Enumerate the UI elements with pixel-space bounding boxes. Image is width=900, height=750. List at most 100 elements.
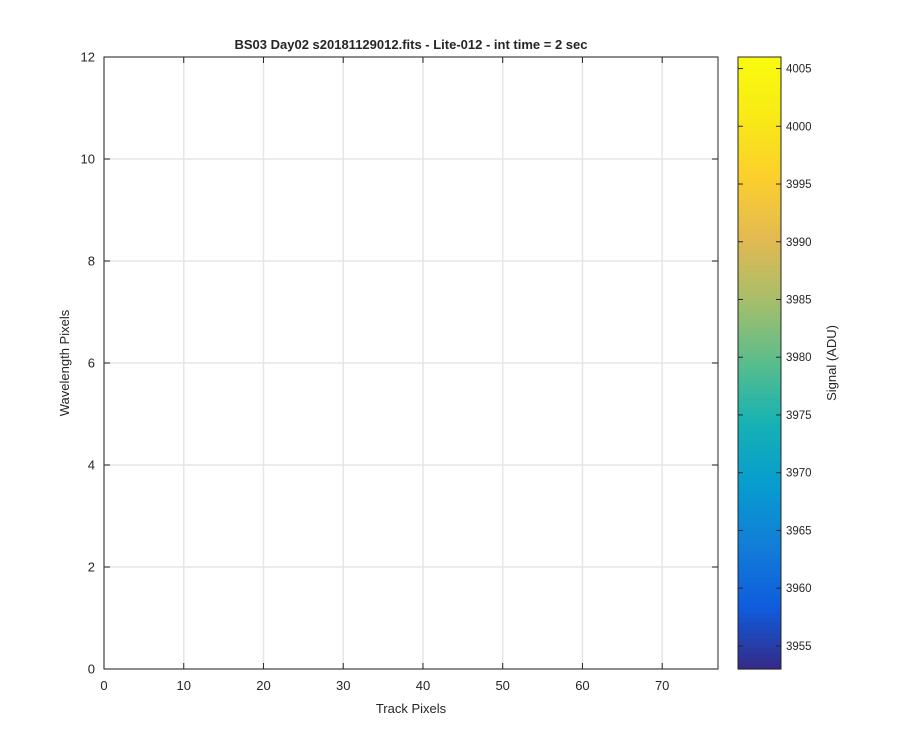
colorbar-swatch (738, 495, 781, 502)
colorbar-swatch (738, 174, 781, 180)
colorbar-swatch (738, 342, 781, 349)
colorbar-tick-label: 3955 (786, 641, 812, 653)
colorbar-swatch (738, 92, 781, 99)
colorbar-swatch (738, 327, 781, 333)
colorbar-swatch (738, 521, 781, 527)
x-axis-label: Track Pixels (376, 701, 447, 716)
colorbar-swatch (738, 449, 781, 456)
colorbar-swatch (738, 658, 781, 665)
colorbar-swatch (738, 408, 781, 415)
colorbar-swatch (738, 57, 781, 63)
chart-title: BS03 Day02 s20181129012.fits - Lite-012 … (234, 37, 587, 52)
colorbar-swatch (738, 204, 781, 211)
colorbar-swatch (738, 536, 781, 543)
colorbar-swatch (738, 113, 781, 119)
colorbar-swatch (738, 459, 781, 466)
x-tick-label: 50 (495, 678, 509, 693)
colorbar (738, 57, 781, 670)
colorbar-swatch (738, 306, 781, 313)
colorbar-swatch (738, 643, 781, 650)
y-tick-label: 0 (88, 662, 95, 677)
colorbar-swatch (738, 597, 781, 604)
colorbar-swatch (738, 332, 781, 339)
colorbar-swatch (738, 352, 781, 359)
colorbar-swatch (738, 516, 781, 522)
colorbar-swatch (738, 618, 781, 624)
colorbar-swatch (738, 194, 781, 201)
colorbar-swatch (738, 485, 781, 492)
colorbar-swatch (738, 653, 781, 660)
x-axis-ticks: 0 10 20 30 40 50 60 70 (100, 57, 669, 693)
colorbar-swatch (738, 378, 781, 384)
colorbar-swatch (738, 271, 781, 277)
colorbar-swatch (738, 128, 781, 135)
colorbar-swatch (738, 230, 781, 237)
colorbar-label: Signal (ADU) (824, 325, 839, 401)
colorbar-ticks: 3955 3960 3965 3970 3975 3980 3985 3990 3995 4000… (738, 64, 812, 653)
colorbar-swatch (738, 210, 781, 216)
colorbar-tick-label: 3980 (786, 352, 812, 364)
colorbar-swatch (738, 215, 781, 221)
colorbar-swatch (738, 424, 781, 430)
colorbar-swatch (738, 164, 781, 170)
colorbar-swatch (738, 245, 781, 252)
x-tick-label: 10 (177, 678, 191, 693)
colorbar-frame (737, 56, 782, 670)
colorbar-swatch (738, 220, 781, 226)
colorbar-swatch (738, 587, 781, 594)
colorbar-swatch (738, 102, 781, 109)
colorbar-tick-label: 3960 (786, 583, 812, 595)
colorbar-tick-label: 4005 (786, 64, 812, 76)
colorbar-swatch (738, 505, 781, 512)
colorbar-swatch (738, 475, 781, 481)
x-tick-label: 20 (256, 678, 270, 693)
colorbar-swatch (738, 556, 781, 563)
colorbar-swatch (738, 179, 781, 186)
colorbar-swatch (738, 301, 781, 308)
colorbar-swatch (738, 429, 781, 435)
colorbar-swatch (738, 434, 781, 441)
colorbar-swatch (738, 62, 781, 68)
colorbar-swatch (738, 291, 781, 298)
colorbar-swatch (738, 250, 781, 257)
colorbar-swatch (738, 97, 781, 104)
colorbar-swatch (738, 602, 781, 609)
colorbar-tick-label: 3970 (786, 468, 812, 480)
colorbar-swatch (738, 266, 781, 272)
y-tick-label: 10 (81, 152, 95, 167)
colorbar-tick-label: 4000 (786, 121, 812, 133)
colorbar-swatch (738, 347, 781, 354)
colorbar-swatch (738, 500, 781, 507)
y-tick-label: 6 (88, 356, 95, 371)
colorbar-swatch (738, 551, 781, 558)
colorbar-swatch (738, 628, 781, 634)
y-tick-label: 2 (88, 560, 95, 575)
colorbar-swatch (738, 357, 781, 364)
y-axis-ticks: 0 2 4 6 8 10 12 (81, 50, 718, 677)
colorbar-swatch (738, 510, 781, 517)
colorbar-tick-label: 3985 (786, 294, 812, 306)
colorbar-swatch (738, 388, 781, 395)
colorbar-swatch (738, 567, 781, 573)
colorbar-swatch (738, 133, 781, 140)
colorbar-swatch (738, 77, 781, 84)
colorbar-swatch (738, 572, 781, 578)
colorbar-swatch (738, 82, 781, 89)
colorbar-swatch (738, 373, 781, 379)
colorbar-swatch (738, 118, 781, 124)
colorbar-swatch (738, 67, 781, 73)
colorbar-swatch (738, 153, 781, 160)
colorbar-swatch (738, 414, 781, 420)
colorbar-swatch (738, 337, 781, 344)
colorbar-swatch (738, 383, 781, 390)
colorbar-swatch (738, 592, 781, 599)
colorbar-swatch (738, 189, 781, 196)
colorbar-swatch (738, 490, 781, 497)
x-tick-label: 40 (416, 678, 430, 693)
colorbar-swatch (738, 276, 781, 282)
colorbar-swatch (738, 322, 781, 328)
colorbar-swatch (738, 638, 781, 645)
colorbar-tick-label: 3995 (786, 179, 812, 191)
colorbar-tick-label: 3965 (786, 525, 812, 537)
